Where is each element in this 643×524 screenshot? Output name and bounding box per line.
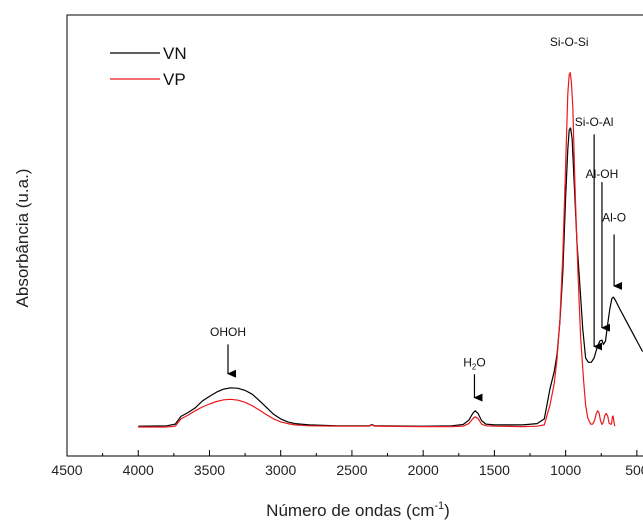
x-axis-label: Número de ondas (cm-1) [266, 500, 450, 520]
x-tick-label: 4000 [123, 462, 154, 478]
legend: VN VP [110, 44, 187, 89]
annotation-label: Al-O [602, 211, 626, 225]
x-tick-label: 4500 [51, 462, 82, 478]
x-axis-label-main: Número de ondas (cm [266, 501, 434, 520]
annotation-label: Si-O-Si [550, 35, 589, 49]
annotation-label: Si-O-Al [575, 115, 614, 129]
x-axis-label-sup: -1 [434, 500, 444, 512]
x-tick-label: 500 [625, 462, 643, 478]
legend-label-vp: VP [163, 70, 186, 89]
series-layer [138, 72, 643, 428]
x-axis-label-end: ) [444, 501, 450, 520]
plot-frame [66, 14, 643, 457]
x-tick-label: 3500 [194, 462, 225, 478]
x-tick-label: 1500 [479, 462, 510, 478]
series-line-vp [138, 72, 616, 428]
annotation-layer: OHOH H2O Si-O-Si Si-O-Al Al-OH Al-O [210, 35, 626, 402]
x-tick-label: 1000 [550, 462, 581, 478]
y-axis-label: Absorbância (u.a.) [13, 169, 32, 308]
x-tick-label: 3000 [265, 462, 296, 478]
series-line-vn [138, 127, 643, 427]
annotation-label: OHOH [210, 325, 246, 339]
x-tick-label: 2000 [408, 462, 439, 478]
annotation-label: H2O [463, 356, 485, 372]
annotation-label: Al-OH [586, 167, 619, 181]
x-axis-ticks: 4500 4000 3500 3000 2500 2000 1500 1000 500 [51, 450, 643, 478]
x-tick-label: 2500 [336, 462, 367, 478]
legend-label-vn: VN [163, 44, 187, 63]
